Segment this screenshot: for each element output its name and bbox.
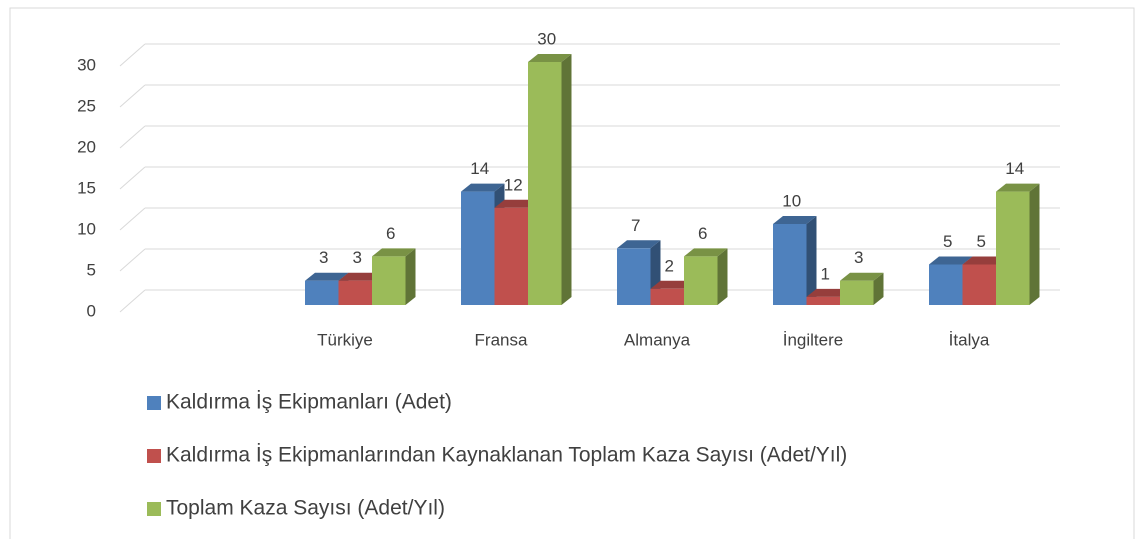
data-label: 6 bbox=[698, 224, 707, 243]
bar bbox=[372, 256, 406, 305]
bar bbox=[494, 207, 528, 305]
legend-swatch bbox=[147, 396, 161, 410]
bar-top bbox=[773, 216, 817, 224]
grid-line bbox=[119, 207, 146, 231]
bar-side bbox=[717, 248, 728, 305]
x-tick-label: Türkiye bbox=[317, 330, 373, 349]
bar-top bbox=[617, 240, 661, 249]
y-tick-label: 5 bbox=[87, 260, 96, 279]
bar bbox=[840, 280, 874, 305]
x-tick-label: Fransa bbox=[475, 330, 528, 349]
bar-top bbox=[962, 256, 1006, 265]
bar bbox=[773, 224, 807, 305]
data-label: 6 bbox=[386, 224, 395, 243]
bar-top bbox=[996, 183, 1040, 192]
grid-line bbox=[119, 43, 146, 67]
data-label: 5 bbox=[943, 232, 952, 251]
data-label: 7 bbox=[631, 216, 640, 235]
bar bbox=[461, 191, 495, 305]
y-tick-label: 15 bbox=[77, 178, 96, 197]
bar-side bbox=[1029, 183, 1040, 305]
grid-line bbox=[119, 84, 146, 108]
y-tick-label: 25 bbox=[77, 96, 96, 115]
bar-top bbox=[650, 280, 694, 289]
x-tick-label: Almanya bbox=[624, 330, 691, 349]
bar bbox=[806, 296, 840, 305]
legend-swatch bbox=[147, 449, 161, 463]
legend-label: Kaldırma İş Ekipmanları (Adet) bbox=[166, 391, 452, 414]
bar-top bbox=[929, 256, 973, 265]
bar-side bbox=[561, 54, 572, 305]
grid-line bbox=[119, 125, 146, 149]
bar-top bbox=[840, 272, 884, 281]
bar-top bbox=[372, 248, 416, 257]
bar-side bbox=[806, 216, 817, 305]
data-label: 30 bbox=[537, 29, 556, 48]
bar-top bbox=[305, 272, 349, 281]
bar bbox=[650, 288, 684, 305]
bar-side bbox=[405, 248, 416, 305]
legend-label: Kaldırma İş Ekipmanlarından Kaynaklanan … bbox=[166, 444, 847, 467]
data-label: 3 bbox=[353, 248, 362, 267]
data-label: 1 bbox=[821, 264, 830, 283]
chart-frame bbox=[9, 7, 1135, 539]
legend-swatch bbox=[147, 502, 161, 516]
bar bbox=[617, 248, 651, 305]
legend-label: Toplam Kaza Sayısı (Adet/Yıl) bbox=[166, 497, 445, 520]
bar-top bbox=[806, 288, 850, 297]
data-label: 12 bbox=[504, 175, 523, 194]
bar bbox=[996, 191, 1030, 305]
x-tick-label: İngiltere bbox=[783, 330, 843, 349]
bar bbox=[528, 62, 562, 305]
y-tick-label: 30 bbox=[77, 55, 96, 74]
data-label: 3 bbox=[319, 248, 328, 267]
grid-line bbox=[119, 166, 146, 190]
bar bbox=[684, 256, 718, 305]
y-tick-label: 0 bbox=[87, 301, 96, 320]
y-tick-label: 10 bbox=[77, 219, 96, 238]
bar-top bbox=[494, 199, 538, 208]
data-label: 14 bbox=[470, 159, 489, 178]
grid-line bbox=[119, 248, 146, 272]
grid-line bbox=[119, 289, 146, 313]
data-label: 3 bbox=[854, 248, 863, 267]
bar bbox=[962, 264, 996, 305]
x-tick-label: İtalya bbox=[949, 330, 990, 349]
bar bbox=[338, 280, 372, 305]
y-tick-label: 20 bbox=[77, 137, 96, 156]
bar-top bbox=[338, 272, 382, 281]
data-label: 10 bbox=[782, 191, 801, 210]
bar bbox=[305, 280, 339, 305]
bar bbox=[929, 264, 963, 305]
data-label: 5 bbox=[977, 232, 986, 251]
bar-side bbox=[873, 272, 884, 305]
data-label: 2 bbox=[665, 256, 674, 275]
bar-top bbox=[684, 248, 728, 257]
bar-top bbox=[461, 183, 505, 192]
data-label: 14 bbox=[1005, 159, 1024, 178]
bar-top bbox=[528, 54, 572, 62]
